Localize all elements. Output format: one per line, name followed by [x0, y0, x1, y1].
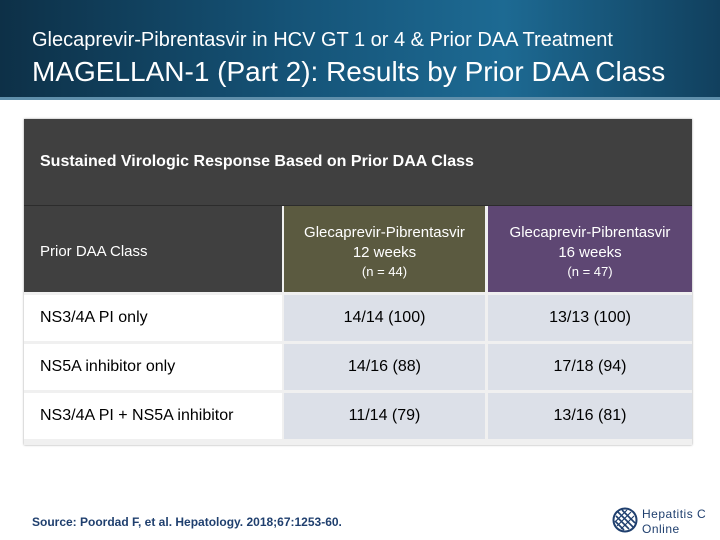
logo-text-line2: Online [642, 522, 680, 536]
column-header-duration: 12 weeks [352, 244, 417, 261]
cell-16-weeks: 17/18 (94) [488, 344, 692, 390]
row-label: NS5A inhibitor only [40, 358, 176, 375]
slide-header: Glecaprevir-Pibrentasvir in HCV GT 1 or … [0, 0, 720, 100]
results-table: Sustained Virologic Response Based on Pr… [24, 119, 692, 445]
column-header-drug: Glecaprevir-Pibrentasvir [304, 224, 465, 241]
table-banner-text: Sustained Virologic Response Based on Pr… [40, 153, 474, 170]
logo-globe-icon [612, 507, 638, 533]
row-label: NS3/4A PI + NS5A inhibitor [40, 407, 234, 424]
column-header-n: (n = 44) [361, 264, 408, 279]
row-label-cell: NS3/4A PI + NS5A inhibitor [24, 393, 282, 439]
column-header-duration: 16 weeks [558, 244, 622, 261]
hepatitis-c-online-logo: Hepatitis C Online [612, 505, 716, 537]
slide-subtitle: Glecaprevir-Pibrentasvir in HCV GT 1 or … [32, 29, 613, 51]
row-label-cell: NS3/4A PI only [24, 295, 282, 341]
cell-16-weeks: 13/16 (81) [488, 393, 692, 439]
cell-12-weeks: 11/14 (79) [284, 393, 485, 439]
table-row: NS3/4A PI only 14/14 (100) 13/13 (100) [24, 295, 692, 341]
label-column-header-text: Prior DAA Class [40, 243, 148, 260]
column-header-16-weeks: Glecaprevir-Pibrentasvir 16 weeks (n = 4… [488, 206, 692, 292]
cell-12-weeks: 14/16 (88) [284, 344, 485, 390]
cell-12-weeks: 14/14 (100) [284, 295, 485, 341]
source-citation: Source: Poordad F, et al. Hepatology. 20… [32, 515, 342, 529]
logo-text-line1: Hepatitis C [642, 507, 707, 521]
column-header-drug: Glecaprevir-Pibrentasvir [509, 224, 671, 241]
slide-title: MAGELLAN-1 (Part 2): Results by Prior DA… [32, 56, 666, 87]
table-row: NS5A inhibitor only 14/16 (88) 17/18 (94… [24, 344, 692, 390]
row-label: NS3/4A PI only [40, 309, 148, 326]
table-banner: Sustained Virologic Response Based on Pr… [24, 119, 692, 206]
label-column-header: Prior DAA Class [24, 206, 282, 292]
table-row: NS3/4A PI + NS5A inhibitor 11/14 (79) 13… [24, 393, 692, 439]
row-label-cell: NS5A inhibitor only [24, 344, 282, 390]
column-header-12-weeks: Glecaprevir-Pibrentasvir 12 weeks (n = 4… [284, 206, 485, 292]
column-header-n: (n = 47) [567, 264, 613, 279]
cell-16-weeks: 13/13 (100) [488, 295, 692, 341]
